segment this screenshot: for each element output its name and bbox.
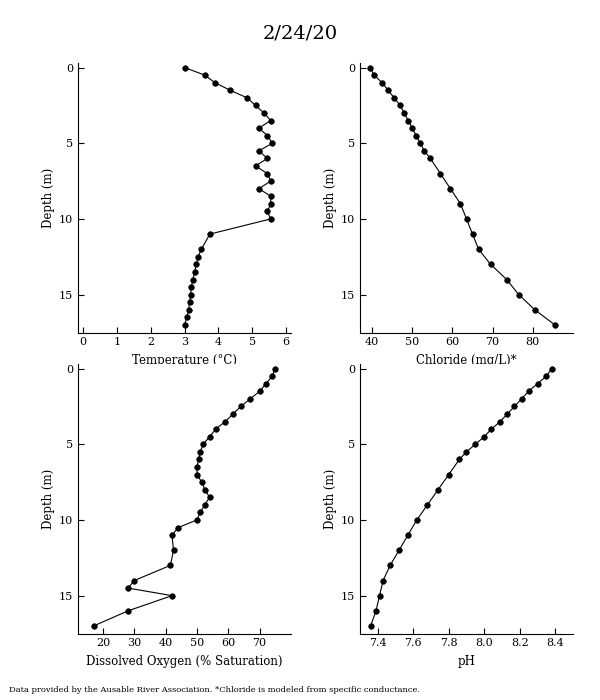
Y-axis label: Depth (m): Depth (m) [324,167,337,228]
X-axis label: pH: pH [458,655,475,668]
Y-axis label: Depth (m): Depth (m) [42,468,55,529]
X-axis label: Chloride (mg/L)*: Chloride (mg/L)* [416,354,517,368]
Text: Data provided by the Ausable River Association. *Chloride is modeled from specif: Data provided by the Ausable River Assoc… [9,687,420,694]
X-axis label: Temperature (°C): Temperature (°C) [132,354,237,368]
Text: 2/24/20: 2/24/20 [262,25,338,43]
Y-axis label: Depth (m): Depth (m) [324,468,337,529]
X-axis label: Dissolved Oxygen (% Saturation): Dissolved Oxygen (% Saturation) [86,655,283,668]
Y-axis label: Depth (m): Depth (m) [42,167,55,228]
